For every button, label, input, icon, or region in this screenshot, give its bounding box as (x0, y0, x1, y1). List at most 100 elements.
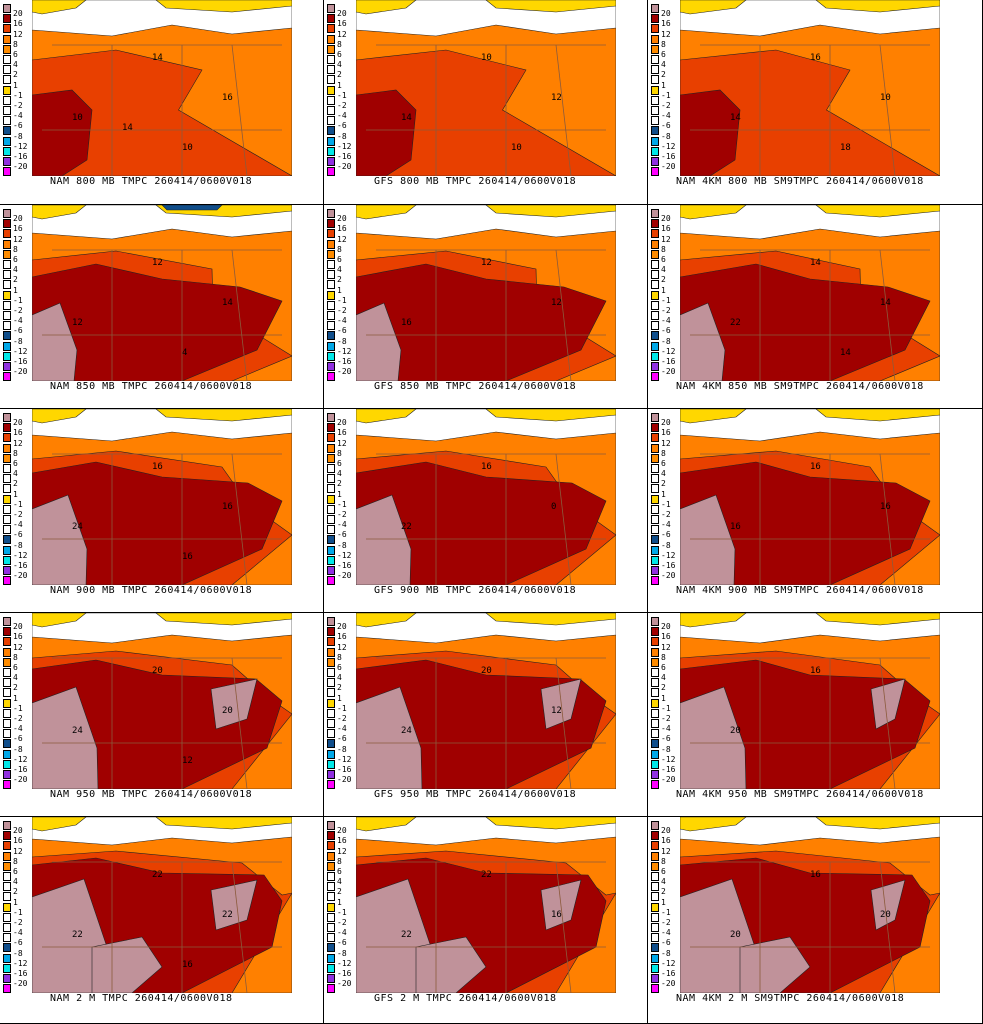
colorbar-swatch (3, 668, 11, 677)
colorbar-label: 8 (337, 39, 342, 49)
contour-value-label: 12 (551, 93, 562, 103)
contour-value-label: 16 (880, 502, 891, 512)
colorbar-swatch (3, 566, 11, 575)
state-boundary (879, 453, 896, 585)
colorbar-swatch (3, 576, 11, 586)
panel-caption: NAM 4KM 950 MB SM9TMPC 260414/0600V018 (676, 789, 924, 800)
temperature-map: 22 14 14 14 (680, 205, 940, 381)
temperature-contour-region (680, 409, 747, 424)
colorbar-label: 8 (13, 856, 18, 866)
contour-value-label: 22 (152, 870, 163, 880)
colorbar-label: -4 (661, 111, 671, 121)
panel-caption: GFS 900 MB TMPC 260414/0600V018 (374, 585, 577, 596)
state-boundary (555, 249, 572, 381)
colorbar-swatch (3, 902, 11, 912)
colorbar-label: 1 (13, 285, 18, 295)
temperature-contour-region (210, 879, 258, 931)
map-panel: 20 16 12 8 6 4 2 1 -1 -2 -4 -6 -8 -12 -16 -20 22 22 16 GFS … (324, 817, 648, 1024)
colorbar-label: -2 (337, 510, 347, 519)
colorbar-swatch (327, 474, 335, 484)
contour-value-label: 16 (551, 910, 562, 920)
colorbar-label: -8 (337, 336, 347, 346)
colorbar-swatch (327, 688, 335, 698)
colorbar-label: 8 (337, 856, 342, 866)
colorbar-label: 6 (661, 255, 666, 264)
temperature-contour-region (210, 678, 258, 730)
colorbar-swatch (651, 24, 659, 34)
colorbar-swatch (3, 647, 11, 657)
colorbar-swatch (327, 116, 335, 126)
colorbar-label: -1 (13, 499, 23, 509)
colorbar-swatch (3, 770, 11, 779)
colorbar-label: -20 (337, 979, 352, 989)
colorbar-label: 6 (337, 663, 342, 672)
colorbar-swatch (3, 515, 11, 524)
temperature-map: 10 14 16 10 14 (32, 0, 292, 176)
colorbar-swatch (3, 933, 11, 943)
contour-value-label: 16 (730, 522, 741, 532)
colorbar-swatch (327, 494, 335, 504)
temperature-contour-region (680, 613, 747, 628)
temperature-contour-region (356, 409, 417, 424)
colorbar-label: 20 (13, 214, 23, 224)
colorbar-swatch (3, 14, 11, 24)
colorbar-swatch (651, 617, 659, 626)
colorbar-label: 8 (661, 652, 666, 662)
colorbar-swatch (327, 4, 335, 13)
colorbar-swatch (327, 443, 335, 453)
colorbar-swatch (651, 300, 659, 310)
temperature-contour-region (356, 686, 423, 789)
colorbar-swatch (327, 504, 335, 514)
colorbar-label: 20 (661, 622, 671, 632)
colorbar-label: 6 (661, 459, 666, 468)
colorbar-label: -2 (13, 306, 23, 315)
colorbar-swatch (3, 44, 11, 54)
panel-caption: GFS 950 MB TMPC 260414/0600V018 (374, 789, 577, 800)
colorbar-swatch (3, 413, 11, 422)
colorbar-label: -16 (661, 765, 676, 774)
colorbar-swatch (3, 157, 11, 166)
temperature-contour-region (356, 49, 616, 176)
colorbar-label: 16 (337, 632, 347, 642)
colorbar-swatch (327, 331, 335, 341)
colorbar-label: -16 (13, 969, 28, 978)
contour-value-label: 0 (551, 502, 556, 512)
colorbar-swatch (651, 770, 659, 779)
colorbar-swatch (3, 892, 11, 902)
contour-value-label: 24 (401, 726, 412, 736)
colorbar-swatch (3, 311, 11, 320)
colorbar-label: 16 (337, 224, 347, 234)
colorbar-swatch (651, 85, 659, 95)
state-boundary (555, 453, 572, 585)
colorbar-swatch (651, 535, 659, 545)
colorbar-label: -8 (337, 540, 347, 550)
colorbar-label: -6 (13, 530, 23, 540)
colorbar-swatch (651, 780, 659, 790)
colorbar-swatch (3, 719, 11, 728)
colorbar-label: 1 (13, 693, 18, 703)
colorbar-label: 2 (661, 887, 666, 897)
map-panel: 20 16 12 8 6 4 2 1 -1 -2 -4 -6 -8 -12 -16 -20 14 10 12 10 GF… (324, 0, 648, 205)
colorbar-swatch (327, 453, 335, 463)
colorbar-label: -2 (13, 714, 23, 723)
colorbar-swatch (327, 647, 335, 657)
colorbar-label: 8 (337, 448, 342, 458)
colorbar-swatch (3, 443, 11, 453)
colorbar-label: 1 (661, 80, 666, 90)
colorbar-label: -6 (13, 121, 23, 131)
colorbar-label: -12 (13, 346, 28, 356)
colorbar-label: -16 (661, 969, 676, 978)
state-boundary (879, 44, 896, 176)
colorbar-swatch (327, 555, 335, 565)
colorbar-label: -6 (337, 530, 347, 540)
colorbar-label: -1 (337, 907, 347, 917)
contour-value-label: 16 (810, 462, 821, 472)
colorbar-label: -8 (13, 131, 23, 141)
colorbar-swatch (3, 280, 11, 290)
colorbar-swatch (3, 4, 11, 13)
colorbar-swatch (651, 974, 659, 983)
colorbar-swatch (327, 290, 335, 300)
colorbar-label: -8 (13, 948, 23, 958)
colorbar-label: 1 (337, 489, 342, 499)
colorbar-label: 4 (13, 469, 18, 479)
